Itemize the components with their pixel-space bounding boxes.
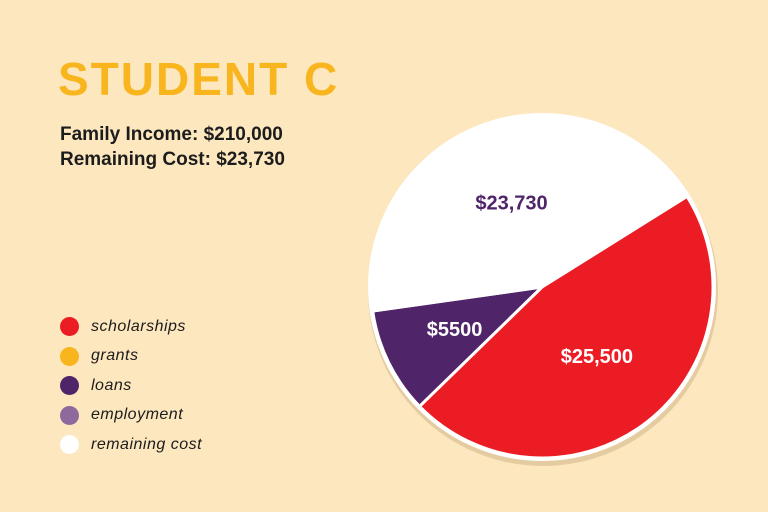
legend-swatch-grants: [60, 346, 79, 366]
legend-label-scholarships: scholarships: [91, 317, 186, 335]
family-income-text: Family Income: $210,000: [60, 124, 283, 145]
chart-legend: scholarships grants loans employment rem…: [60, 312, 202, 460]
pie-label-scholarships: $25,500: [561, 346, 633, 368]
pie-rim: [368, 113, 716, 461]
legend-item-grants: grants: [60, 342, 202, 372]
legend-label-grants: grants: [91, 347, 139, 365]
legend-swatch-remaining-cost: [60, 435, 79, 455]
legend-label-remaining-cost: remaining cost: [91, 435, 203, 453]
legend-swatch-loans: [60, 376, 79, 396]
legend-item-scholarships: scholarships: [60, 312, 202, 342]
remaining-cost-text: Remaining Cost: $23,730: [60, 149, 285, 170]
legend-item-loans: loans: [60, 371, 202, 401]
chart-title: STUDENT C: [58, 53, 340, 105]
pie-label-remaining-cost: $23,730: [475, 192, 547, 214]
legend-label-loans: loans: [91, 376, 132, 394]
legend-swatch-scholarships: [60, 317, 79, 337]
pie-label-loans: $5500: [427, 319, 483, 341]
legend-item-employment: employment: [60, 401, 202, 431]
legend-swatch-employment: [60, 405, 79, 425]
legend-item-remaining-cost: remaining cost: [60, 430, 202, 460]
legend-label-employment: employment: [91, 406, 184, 424]
student-info: Family Income: $210,000 Remaining Cost: …: [60, 122, 285, 172]
